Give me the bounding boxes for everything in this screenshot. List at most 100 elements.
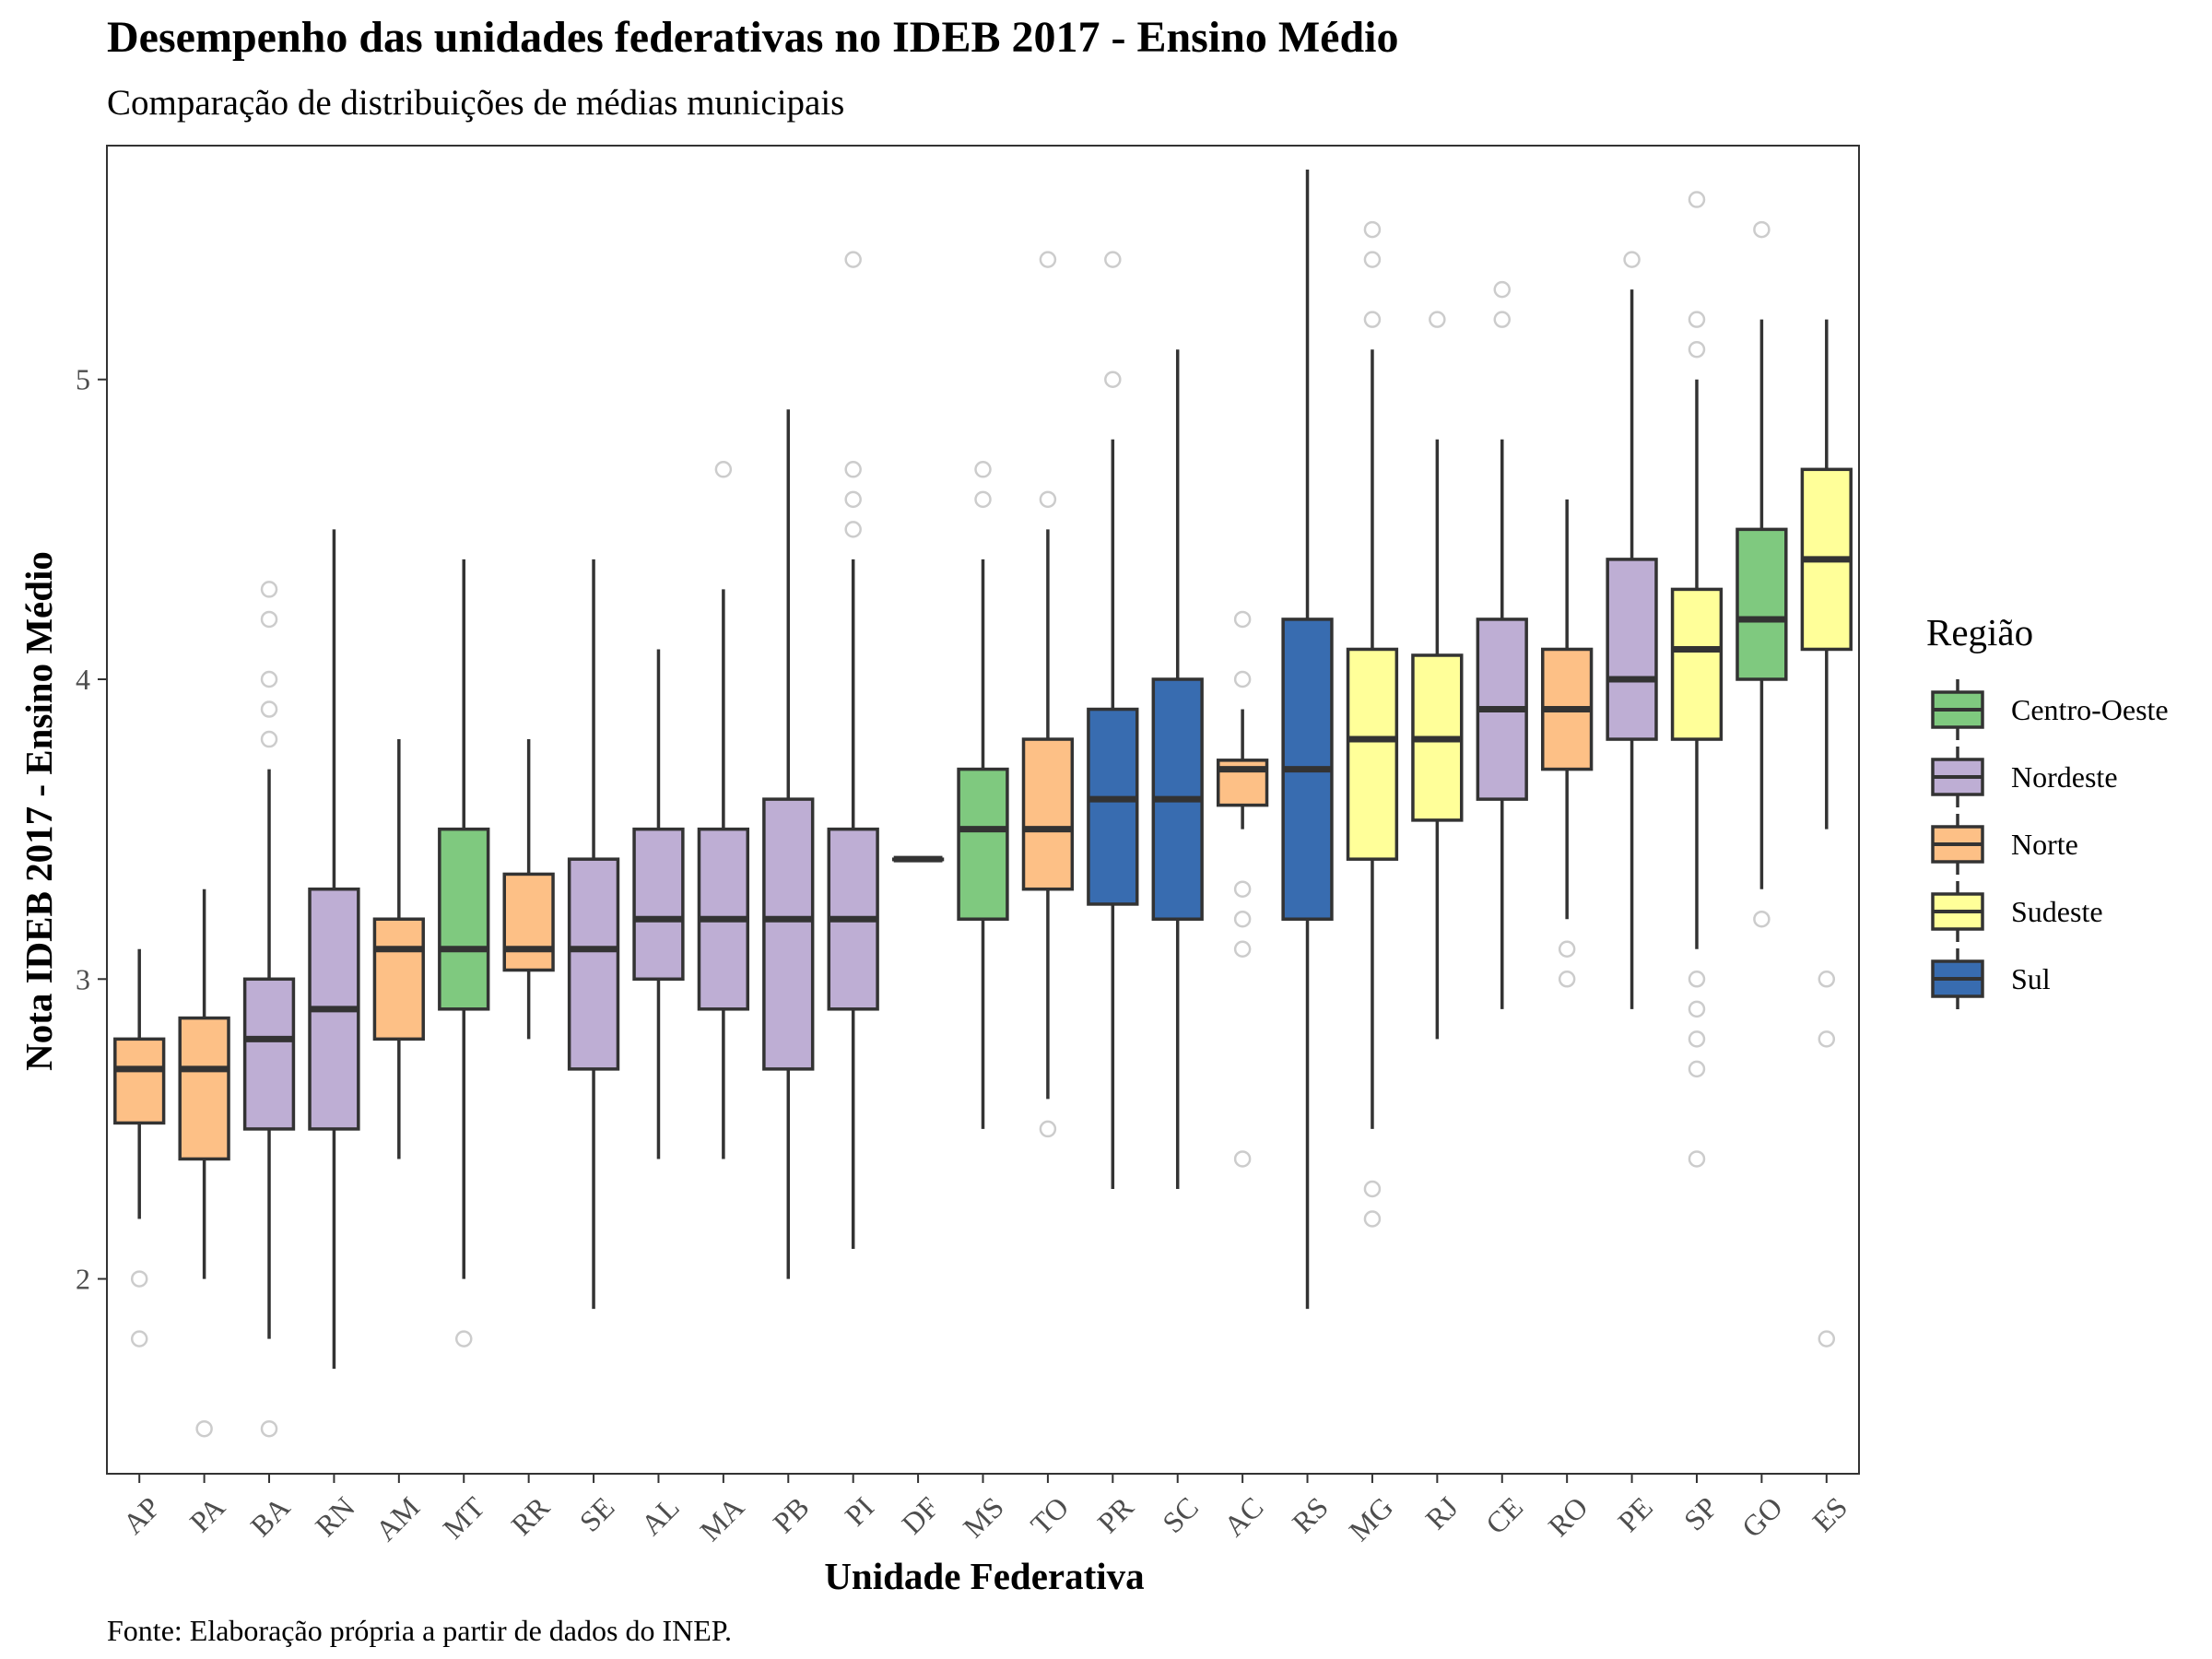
iqr-box: [632, 827, 685, 982]
outlier-point: [1039, 1120, 1057, 1138]
x-tick-label-AP: AP: [116, 1490, 166, 1540]
legend-label: Sul: [2011, 962, 2051, 995]
outlier-point: [1039, 251, 1057, 268]
outlier-point: [260, 700, 278, 718]
outlier-point: [260, 730, 278, 748]
iqr-box: [567, 857, 620, 1071]
iqr-box: [957, 767, 1009, 921]
outlier-point: [1688, 971, 1706, 988]
iqr-box: [438, 827, 490, 1011]
box-PB: [762, 409, 815, 1279]
box-RN: [308, 529, 360, 1370]
legend-label: Sudeste: [2011, 895, 2103, 928]
x-axis-title: Unidade Federativa: [824, 1555, 1144, 1597]
x-tick-label-RN: RN: [309, 1490, 361, 1543]
x-tick-label-RR: RR: [504, 1489, 556, 1541]
outlier-point: [1688, 1030, 1706, 1048]
iqr-box: [242, 977, 296, 1131]
y-tick-label: 5: [76, 363, 90, 396]
legend-label: Nordeste: [2011, 760, 2118, 794]
legend-item-centro-oeste: Centro-Oeste: [1931, 679, 2169, 740]
box-SP: [1670, 191, 1724, 1168]
caption: Fonte: Elaboração própria a partir de da…: [107, 1614, 732, 1647]
x-tick-label-RJ: RJ: [1418, 1490, 1464, 1535]
legend-item-sudeste: Sudeste: [1931, 881, 2103, 942]
outlier-point: [1558, 971, 1576, 988]
outlier-point: [130, 1270, 148, 1288]
outlier-point: [1688, 311, 1706, 328]
outlier-point: [1363, 1210, 1382, 1228]
box-MS: [957, 461, 1009, 1129]
x-tick-label-PR: PR: [1091, 1489, 1141, 1539]
outlier-point: [1233, 940, 1252, 959]
plot-area: 2 3 4 5 AP PA BA RN AM MT RR SE AL MA PB PI DF MS TO PR SC AC…: [76, 145, 1860, 1547]
x-tick-label-PE: PE: [1611, 1490, 1659, 1538]
outlier-point: [454, 1330, 473, 1347]
legend-label: Norte: [2011, 828, 2078, 861]
x-tick-label-PA: PA: [183, 1490, 231, 1538]
iqr-box: [762, 797, 815, 1071]
box-ES: [1800, 319, 1853, 1347]
box-PE: [1606, 251, 1658, 1009]
outlier-point: [1688, 191, 1706, 208]
x-tick-label-PB: PB: [767, 1490, 816, 1539]
outlier-point: [844, 490, 862, 509]
x-tick-label-MT: MT: [436, 1490, 491, 1546]
outlier-point: [974, 461, 992, 478]
box-SE: [567, 559, 620, 1310]
box-DF: [891, 855, 945, 863]
box-CE: [1476, 280, 1528, 1009]
box-RR: [502, 739, 555, 1040]
outlier-point: [1818, 1030, 1836, 1048]
outlier-point: [714, 461, 733, 478]
outlier-point: [1233, 670, 1252, 688]
outlier-point: [1363, 220, 1382, 239]
iqr-box: [1670, 587, 1724, 741]
box-AP: [113, 948, 166, 1347]
outlier-point: [260, 670, 278, 688]
box-PA: [178, 888, 230, 1438]
outlier-point: [130, 1330, 148, 1347]
x-tick-label-MG: MG: [1342, 1490, 1399, 1547]
outlier-point: [1688, 340, 1706, 359]
iqr-box: [1021, 737, 1075, 891]
iqr-box: [372, 917, 425, 1041]
box-MT: [438, 559, 490, 1347]
x-tick-label-SP: SP: [1677, 1490, 1724, 1537]
outlier-point: [1363, 311, 1382, 328]
outlier-point: [844, 251, 862, 268]
box-TO: [1021, 251, 1075, 1138]
outlier-point: [1818, 1330, 1836, 1347]
outlier-point: [844, 521, 862, 538]
x-tick-label-AL: AL: [634, 1490, 686, 1542]
iqr-box: [502, 872, 555, 972]
outlier-point: [1363, 1180, 1382, 1198]
y-tick-label: 3: [76, 962, 90, 995]
outlier-point: [1623, 251, 1641, 268]
box-SC: [1151, 349, 1204, 1189]
outlier-point: [1104, 251, 1122, 268]
y-tick-label: 4: [76, 663, 90, 696]
x-tick-label-CE: CE: [1479, 1490, 1529, 1540]
outlier-point: [1233, 1150, 1252, 1168]
x-tick-label-MA: MA: [693, 1490, 750, 1547]
iqr-box: [1606, 558, 1658, 741]
x-tick-label-MS: MS: [957, 1490, 1010, 1544]
outlier-point: [1429, 311, 1446, 328]
chart-title: Desempenho das unidades federativas no I…: [107, 13, 1399, 62]
x-tick-label-SC: SC: [1156, 1490, 1205, 1539]
outlier-point: [1039, 490, 1057, 509]
iqr-box: [1087, 707, 1139, 906]
box-AM: [372, 739, 425, 1159]
box-PR: [1087, 251, 1139, 1189]
x-tick-label-BA: BA: [243, 1490, 296, 1543]
iqr-box: [1735, 527, 1788, 681]
box-RO: [1541, 499, 1594, 988]
outlier-point: [1363, 251, 1382, 268]
box-RS: [1281, 170, 1334, 1310]
x-tick-label-AM: AM: [369, 1490, 426, 1547]
box-PI: [827, 251, 879, 1250]
x-tick-label-SE: SE: [573, 1490, 621, 1538]
outlier-point: [1493, 280, 1512, 299]
